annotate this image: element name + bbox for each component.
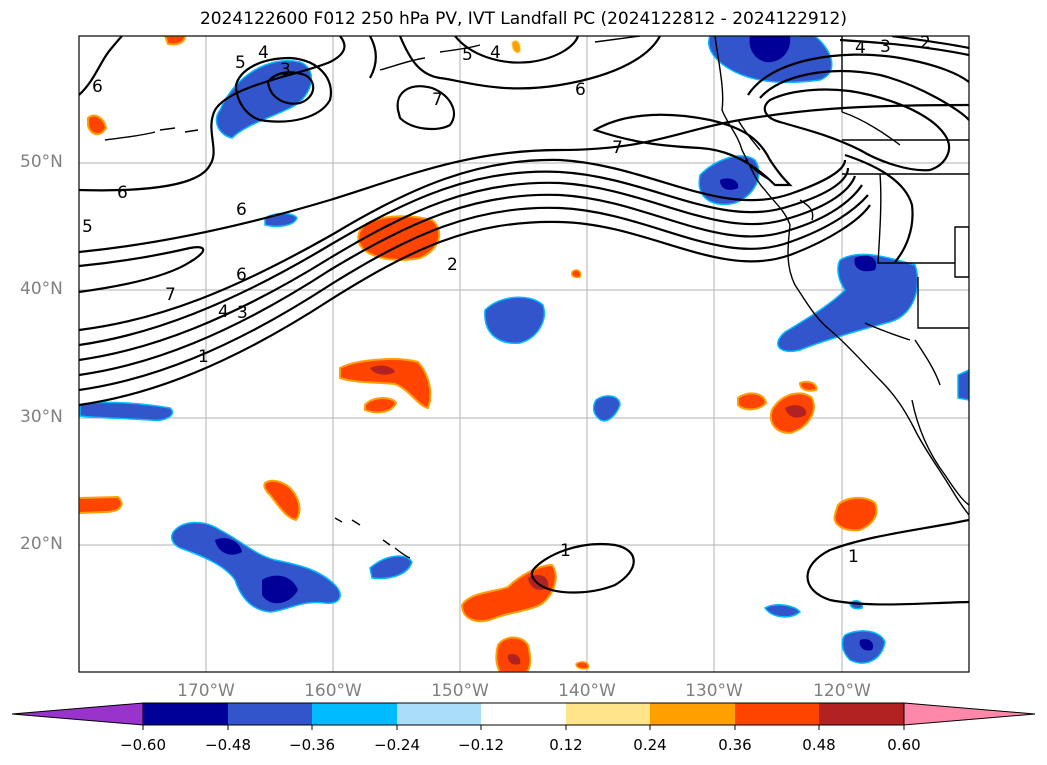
colorbar-cell [566,703,650,725]
colorbar-ticks [142,725,905,730]
contour-label: 3 [880,37,891,57]
colorbar [11,702,1036,730]
contour-label: 6 [92,77,103,97]
colorbar-cell [397,703,481,725]
contour-label: 3 [237,303,248,323]
contour-label: 6 [236,200,247,220]
lon-label-140w: 140°W [558,681,616,701]
negative-ivt-regions [79,36,969,664]
contour-label: 2 [920,33,931,53]
lon-label-170w: 170°W [177,681,235,701]
colorbar-tick-label: 0.24 [633,736,667,754]
colorbar-cell [650,703,735,725]
coastlines [104,36,969,559]
contour-label: 1 [560,541,571,561]
map-title: 2024122600 F012 250 hPa PV, IVT Landfall… [199,9,847,29]
lat-label-40n: 40°N [20,279,63,299]
colorbar-cell [481,703,566,725]
contour-label: 4 [490,43,501,63]
colorbar-tick-label: −0.48 [205,736,251,754]
contour-label: 1 [848,547,859,567]
colorbar-cell [735,703,819,725]
contour-label: 6 [117,183,128,203]
contour-label: 5 [462,45,473,65]
map-frame [78,35,970,673]
colorbar-cell-low-extend [11,702,144,726]
contour-label: 6 [575,80,586,100]
colorbar-frame [142,702,905,726]
colorbar-cell [143,703,228,725]
contour-label: 4 [218,302,229,322]
gridlines [79,36,969,672]
lon-label-120w: 120°W [813,681,871,701]
contour-label: 7 [432,90,443,110]
colorbar-tick-label: 0.36 [718,736,752,754]
colorbar-tick-label: 0.48 [802,736,836,754]
colorbar-tick-label: −0.36 [289,736,335,754]
contour-label: 3 [280,60,291,80]
colorbar-tick-label: 0.60 [887,736,921,754]
contour-label: 4 [258,43,269,63]
contour-label: 6 [236,265,247,285]
lon-label-150w: 150°W [431,681,489,701]
colorbar-tick-label: −0.60 [120,736,166,754]
contour-label: 4 [855,38,866,58]
contour-label: 1 [198,347,209,367]
lat-label-50n: 50°N [20,152,63,172]
contour-label: 7 [612,138,623,158]
colorbar-cell [228,703,312,725]
positive-ivt-regions [79,36,878,672]
lon-label-130w: 130°W [685,681,743,701]
map-area: 6 5 4 3 5 4 6 7 7 4 3 2 6 6 5 2 7 6 4 3 … [79,33,969,672]
colorbar-tick-label: −0.12 [458,736,504,754]
contour-label: 5 [82,217,93,237]
lon-label-160w: 160°W [304,681,362,701]
colorbar-cell [819,703,904,725]
contour-label: 7 [165,285,176,305]
contour-labels: 6 5 4 3 5 4 6 7 7 4 3 2 6 6 5 2 7 6 4 3 … [82,33,931,567]
colorbar-tick-label: 0.12 [549,736,583,754]
pv-contours [79,36,969,606]
contour-label: 2 [447,255,458,275]
lat-label-20n: 20°N [20,534,63,554]
colorbar-cell-high-extend [903,702,1036,726]
colorbar-cell [312,703,397,725]
contour-label: 5 [235,53,246,73]
colorbar-tick-label: −0.24 [374,736,420,754]
lat-label-30n: 30°N [20,407,63,427]
